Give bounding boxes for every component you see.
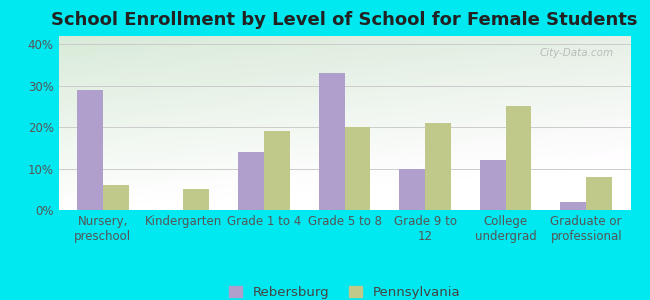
Bar	[506, 106, 532, 210]
Bar	[264, 131, 290, 210]
Bar	[344, 127, 370, 210]
Bar	[238, 152, 264, 210]
Bar	[318, 73, 344, 210]
Bar	[183, 189, 209, 210]
Legend: Rebersburg, Pennsylvania: Rebersburg, Pennsylvania	[224, 281, 465, 300]
Text: City-Data.com: City-Data.com	[540, 48, 614, 58]
Bar	[399, 169, 425, 210]
Bar	[480, 160, 506, 210]
Bar	[425, 123, 451, 210]
Title: School Enrollment by Level of School for Female Students: School Enrollment by Level of School for…	[51, 11, 638, 29]
Bar	[586, 177, 612, 210]
Bar	[77, 90, 103, 210]
Bar	[103, 185, 129, 210]
Bar	[560, 202, 586, 210]
